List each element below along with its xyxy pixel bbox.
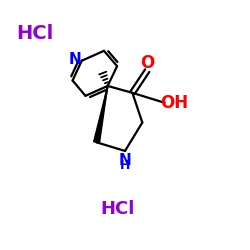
Polygon shape [94,86,108,143]
Text: HCl: HCl [16,24,54,43]
Text: O: O [140,54,154,72]
Text: HCl: HCl [100,200,135,218]
Text: H: H [120,159,130,172]
Text: N: N [119,153,132,168]
Text: N: N [68,52,81,67]
Text: OH: OH [160,94,188,112]
